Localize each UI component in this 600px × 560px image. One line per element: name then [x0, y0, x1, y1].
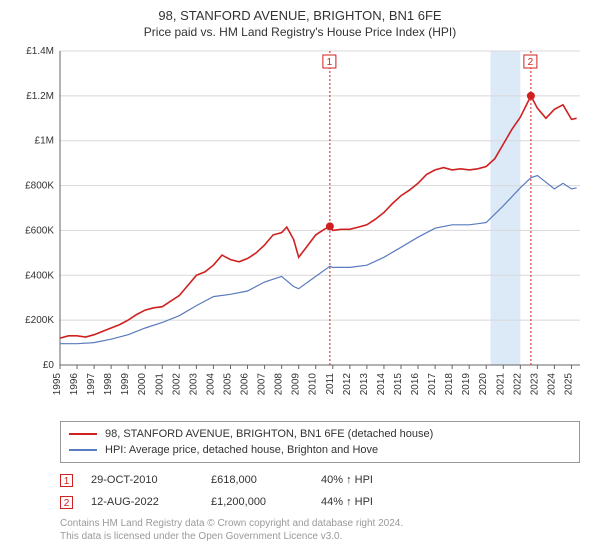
- svg-text:£400K: £400K: [25, 270, 54, 281]
- chart-subtitle: Price paid vs. HM Land Registry's House …: [14, 25, 586, 39]
- svg-text:2002: 2002: [171, 373, 182, 396]
- event-date: 12-AUG-2022: [91, 496, 211, 508]
- chart-plot: £0 £200K £400K £600K £800K £1M £1.2M £1.4M 1995 1…: [14, 45, 586, 415]
- event-row: 1 29-OCT-2010 £618,000 40% ↑ HPI: [60, 469, 580, 491]
- svg-text:£1M: £1M: [35, 136, 54, 147]
- event-date: 29-OCT-2010: [91, 474, 211, 486]
- svg-text:£600K: £600K: [25, 225, 54, 236]
- svg-text:1999: 1999: [120, 373, 131, 396]
- footer-line: Contains HM Land Registry data © Crown c…: [60, 517, 580, 530]
- event-pct: 40% ↑ HPI: [321, 474, 411, 486]
- legend-label: HPI: Average price, detached house, Brig…: [105, 444, 378, 456]
- svg-text:2020: 2020: [478, 373, 489, 396]
- svg-text:2015: 2015: [393, 373, 404, 396]
- svg-text:2009: 2009: [291, 373, 302, 396]
- svg-text:£200K: £200K: [25, 315, 54, 326]
- event-price: £1,200,000: [211, 496, 321, 508]
- svg-text:1998: 1998: [103, 373, 114, 396]
- svg-text:2012: 2012: [342, 373, 353, 396]
- svg-text:2023: 2023: [529, 373, 540, 396]
- svg-text:2025: 2025: [563, 373, 574, 396]
- svg-text:2022: 2022: [512, 373, 523, 396]
- svg-text:2011: 2011: [325, 373, 336, 395]
- svg-text:2000: 2000: [137, 373, 148, 396]
- svg-text:1: 1: [327, 57, 333, 68]
- legend-item-hpi: HPI: Average price, detached house, Brig…: [69, 442, 571, 458]
- svg-text:2006: 2006: [240, 373, 251, 396]
- svg-text:2: 2: [528, 57, 534, 68]
- legend-swatch: [69, 433, 97, 435]
- svg-text:2004: 2004: [205, 373, 216, 396]
- legend-item-property: 98, STANFORD AVENUE, BRIGHTON, BN1 6FE (…: [69, 426, 571, 442]
- svg-text:2007: 2007: [257, 373, 268, 396]
- legend: 98, STANFORD AVENUE, BRIGHTON, BN1 6FE (…: [60, 421, 580, 463]
- svg-text:2005: 2005: [222, 373, 233, 396]
- legend-swatch: [69, 449, 97, 451]
- svg-text:2001: 2001: [154, 373, 165, 396]
- svg-text:£800K: £800K: [25, 181, 54, 192]
- event-row: 2 12-AUG-2022 £1,200,000 44% ↑ HPI: [60, 491, 580, 513]
- legend-label: 98, STANFORD AVENUE, BRIGHTON, BN1 6FE (…: [105, 428, 433, 440]
- svg-text:2003: 2003: [188, 373, 199, 396]
- chart-title: 98, STANFORD AVENUE, BRIGHTON, BN1 6FE: [14, 8, 586, 23]
- svg-text:2019: 2019: [461, 373, 472, 396]
- event-price: £618,000: [211, 474, 321, 486]
- svg-text:1995: 1995: [52, 373, 63, 396]
- svg-text:2014: 2014: [376, 373, 387, 396]
- svg-text:2016: 2016: [410, 373, 421, 396]
- svg-text:2008: 2008: [274, 373, 285, 396]
- event-marker-1: 1: [60, 474, 73, 487]
- svg-text:£1.2M: £1.2M: [26, 91, 54, 102]
- svg-text:2021: 2021: [495, 373, 506, 396]
- svg-text:2010: 2010: [308, 373, 319, 396]
- svg-text:2024: 2024: [546, 373, 557, 396]
- event-marker-2: 2: [60, 496, 73, 509]
- svg-text:2013: 2013: [359, 373, 370, 396]
- svg-text:2018: 2018: [444, 373, 455, 396]
- attribution-footer: Contains HM Land Registry data © Crown c…: [60, 517, 580, 543]
- events-table: 1 29-OCT-2010 £618,000 40% ↑ HPI 2 12-AU…: [60, 469, 580, 513]
- footer-line: This data is licensed under the Open Gov…: [60, 530, 580, 543]
- svg-text:£0: £0: [43, 360, 55, 371]
- svg-text:1996: 1996: [69, 373, 80, 396]
- svg-text:1997: 1997: [86, 373, 97, 396]
- chart-container: 98, STANFORD AVENUE, BRIGHTON, BN1 6FE P…: [0, 0, 600, 547]
- svg-text:£1.4M: £1.4M: [26, 46, 54, 57]
- event-pct: 44% ↑ HPI: [321, 496, 411, 508]
- svg-text:2017: 2017: [427, 373, 438, 396]
